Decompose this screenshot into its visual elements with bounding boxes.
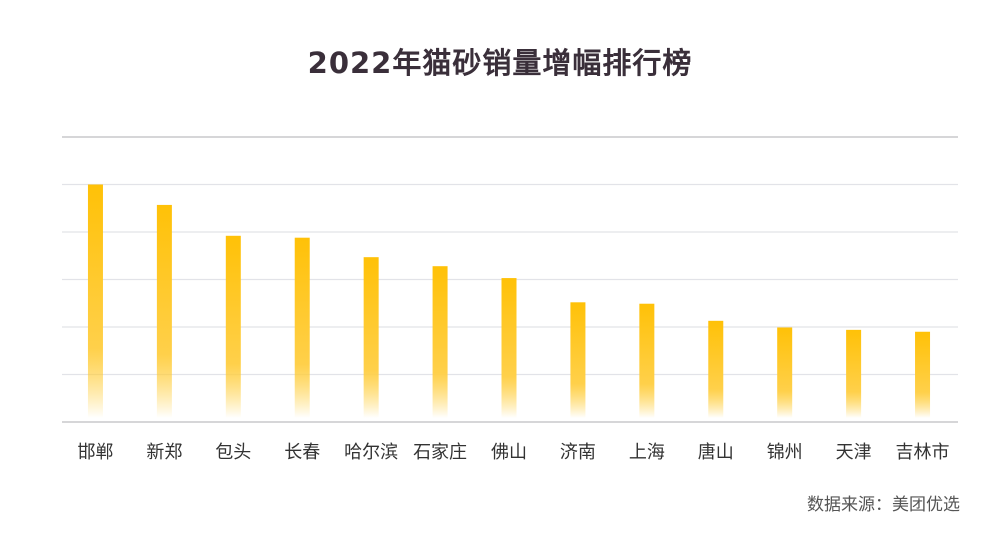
- bar-佛山: [501, 278, 517, 418]
- bar-唐山: [708, 320, 724, 418]
- bar-吉林市: [915, 331, 931, 418]
- x-tick-label: 新郑: [146, 442, 182, 463]
- bar-新郑: [156, 204, 172, 418]
- x-tick-label: 石家庄: [413, 442, 467, 463]
- bar-哈尔滨: [363, 257, 379, 418]
- x-tick-label: 包头: [215, 442, 251, 463]
- x-tick-label: 天津: [836, 442, 872, 463]
- x-tick-label: 济南: [560, 442, 596, 463]
- bar-济南: [570, 302, 586, 418]
- bar-锦州: [777, 327, 793, 418]
- bar-邯郸: [87, 184, 103, 418]
- x-tick-label: 长春: [284, 442, 320, 463]
- bar-包头: [225, 235, 241, 418]
- x-tick-label: 上海: [629, 442, 665, 463]
- x-tick-label: 锦州: [767, 442, 803, 463]
- x-tick-label: 邯郸: [77, 442, 113, 463]
- x-tick-label: 吉林市: [896, 442, 950, 463]
- chart-title: 2022年猫砂销量增幅排行榜: [307, 46, 693, 80]
- bar-长春: [294, 237, 310, 418]
- bar-石家庄: [432, 266, 448, 418]
- x-tick-label: 佛山: [491, 442, 527, 463]
- bar-天津: [846, 329, 862, 418]
- bar-上海: [639, 303, 655, 418]
- data-source-note: 数据来源：美团优选: [807, 495, 960, 515]
- x-tick-label: 唐山: [698, 442, 734, 463]
- x-tick-label: 哈尔滨: [344, 442, 398, 463]
